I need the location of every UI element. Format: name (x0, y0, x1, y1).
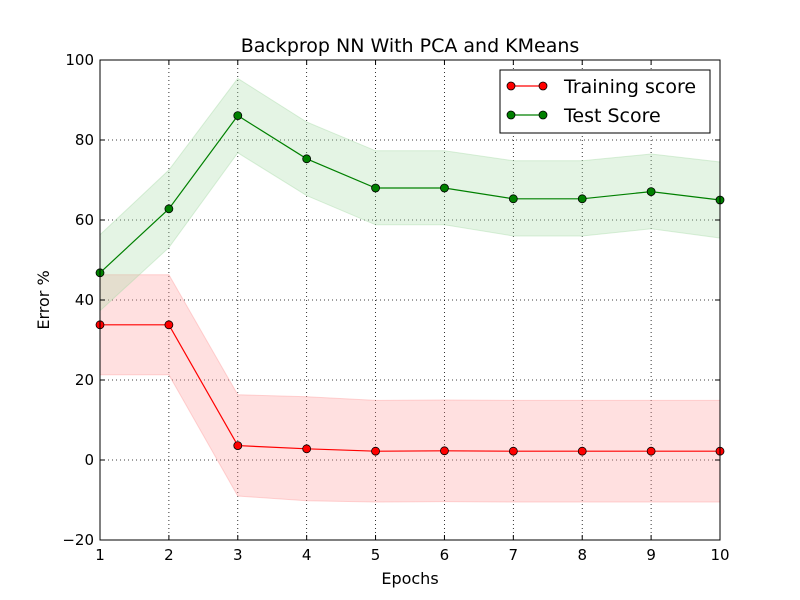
data-point (440, 183, 449, 193)
y-tick-label: −20 (62, 531, 94, 549)
data-point (577, 194, 587, 204)
grid (100, 60, 720, 540)
y-axis-label: Error % (34, 270, 53, 329)
x-tick-label: 1 (95, 546, 105, 564)
legend-marker (506, 110, 516, 120)
data-point (302, 154, 312, 164)
x-tick-label: 3 (233, 546, 243, 564)
legend-marker (538, 110, 548, 120)
data-point (233, 441, 243, 451)
y-tick-label: 20 (75, 371, 94, 389)
y-tick-label: 60 (75, 211, 94, 229)
y-tick-label: 100 (65, 51, 94, 69)
x-axis-label: Epochs (381, 569, 438, 588)
data-point (302, 444, 312, 454)
x-tick-label: 8 (577, 546, 587, 564)
x-tick-label: 4 (302, 546, 312, 564)
legend-marker (538, 81, 548, 91)
legend-label: Test Score (563, 105, 661, 127)
data-point (233, 111, 243, 120)
x-tick-label: 2 (164, 546, 174, 564)
series-line (100, 324, 720, 452)
legend-box (499, 69, 711, 134)
legend-label: Training score (563, 76, 696, 98)
legend-items: Training score Test Score (506, 76, 696, 127)
x-tick-label: 10 (710, 546, 729, 564)
data-point (508, 194, 518, 204)
legend: Training score Test Score (499, 69, 711, 134)
data-point (371, 183, 380, 193)
legend-marker (506, 81, 516, 91)
data-point (508, 446, 518, 456)
y-tick-label: 0 (84, 451, 94, 469)
x-tick-label: 5 (371, 546, 381, 564)
data-point (440, 446, 449, 456)
data-point (164, 320, 174, 330)
data-point (164, 204, 174, 214)
data-point (646, 446, 656, 456)
y-tick-label: 80 (75, 131, 94, 149)
x-tick-label: 6 (440, 546, 450, 564)
data-point (646, 187, 656, 197)
series-line (99, 114, 721, 274)
y-tick-label: 40 (75, 291, 94, 309)
x-tick-label: 7 (509, 546, 519, 564)
data-point (371, 446, 380, 456)
chart-title: Backprop NN With PCA and KMeans (241, 35, 580, 57)
axis-ticks: 1 2 3 4 5 6 7 8 9 10 −20 0 20 40 60 80 100 (62, 51, 729, 564)
data-point (577, 446, 587, 456)
series-lines (95, 111, 725, 456)
x-tick-label: 9 (646, 546, 656, 564)
